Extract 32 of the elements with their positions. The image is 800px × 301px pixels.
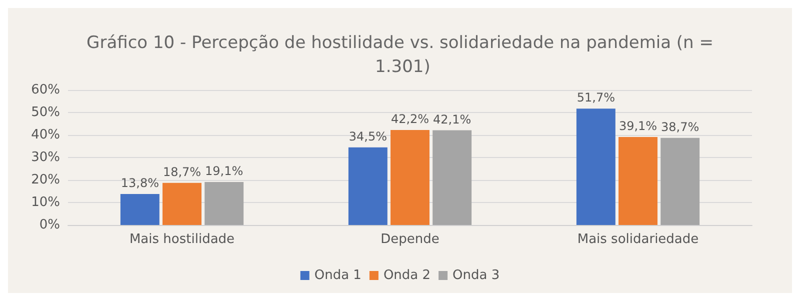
data-label: 34,5% — [348, 129, 387, 144]
bar — [348, 147, 388, 225]
data-label: 18,7% — [162, 164, 202, 179]
bar — [204, 182, 244, 225]
data-label: 51,7% — [576, 90, 615, 105]
bar — [120, 194, 160, 225]
x-tick-label: Mais hostilidade — [129, 232, 235, 247]
bar — [576, 108, 616, 225]
chart-title: Gráfico 10 - Percepção de hostilidade vs. solidariedade na pandemia (n = 1.301) — [86, 33, 714, 77]
data-label: 13,8% — [120, 176, 159, 190]
y-tick-label: 0% — [39, 218, 60, 232]
bar — [162, 182, 202, 225]
legend-label: Onda 1 — [314, 268, 362, 283]
data-label: 42,2% — [390, 112, 430, 126]
bar — [432, 130, 472, 225]
legend-label: Onda 3 — [452, 268, 500, 283]
data-label: 39,1% — [618, 119, 658, 134]
y-tick-label: 50% — [31, 105, 60, 120]
y-tick-label: 60% — [31, 82, 60, 98]
y-tick-label: 20% — [31, 172, 60, 188]
data-label: 42,1% — [433, 112, 472, 126]
bar — [618, 137, 658, 225]
data-label: 38,7% — [661, 120, 700, 134]
data-label: 19,1% — [205, 164, 244, 178]
y-tick-label: 10% — [31, 195, 60, 210]
legend-label: Onda 2 — [383, 268, 431, 283]
y-tick-label: 40% — [31, 128, 60, 142]
y-tick-label: 30% — [31, 150, 60, 165]
bar — [660, 138, 700, 225]
x-tick-label: Depende — [380, 232, 440, 247]
x-tick-label: Mais solidariedade — [577, 232, 699, 247]
bar — [390, 130, 430, 225]
